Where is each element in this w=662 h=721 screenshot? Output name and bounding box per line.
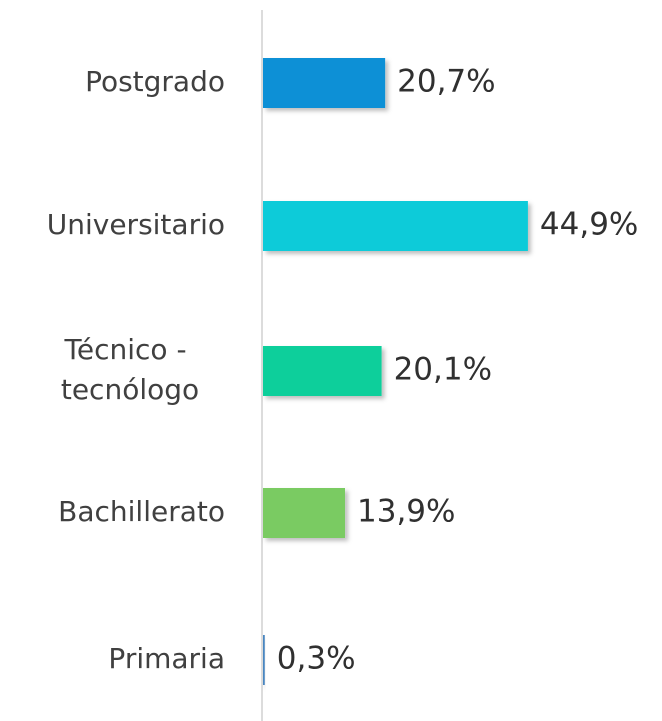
category-label: Bachillerato [58,495,225,528]
bar [263,201,528,251]
bar [263,346,382,396]
category-label-line: Técnico - [64,333,196,366]
value-label: 0,3% [277,641,356,677]
value-label: 44,9% [540,207,638,243]
bar [263,58,386,108]
value-label: 20,1% [394,352,492,388]
bar [263,635,265,685]
value-label: 13,9% [357,494,455,530]
bar [263,488,346,538]
category-label: Postgrado [85,65,225,98]
category-label: Primaria [108,642,225,675]
value-label: 20,7% [397,64,495,100]
category-label: Técnico - tecnólogo [61,333,199,406]
category-label: Universitario [47,208,225,241]
category-label-line: tecnólogo [61,373,199,406]
